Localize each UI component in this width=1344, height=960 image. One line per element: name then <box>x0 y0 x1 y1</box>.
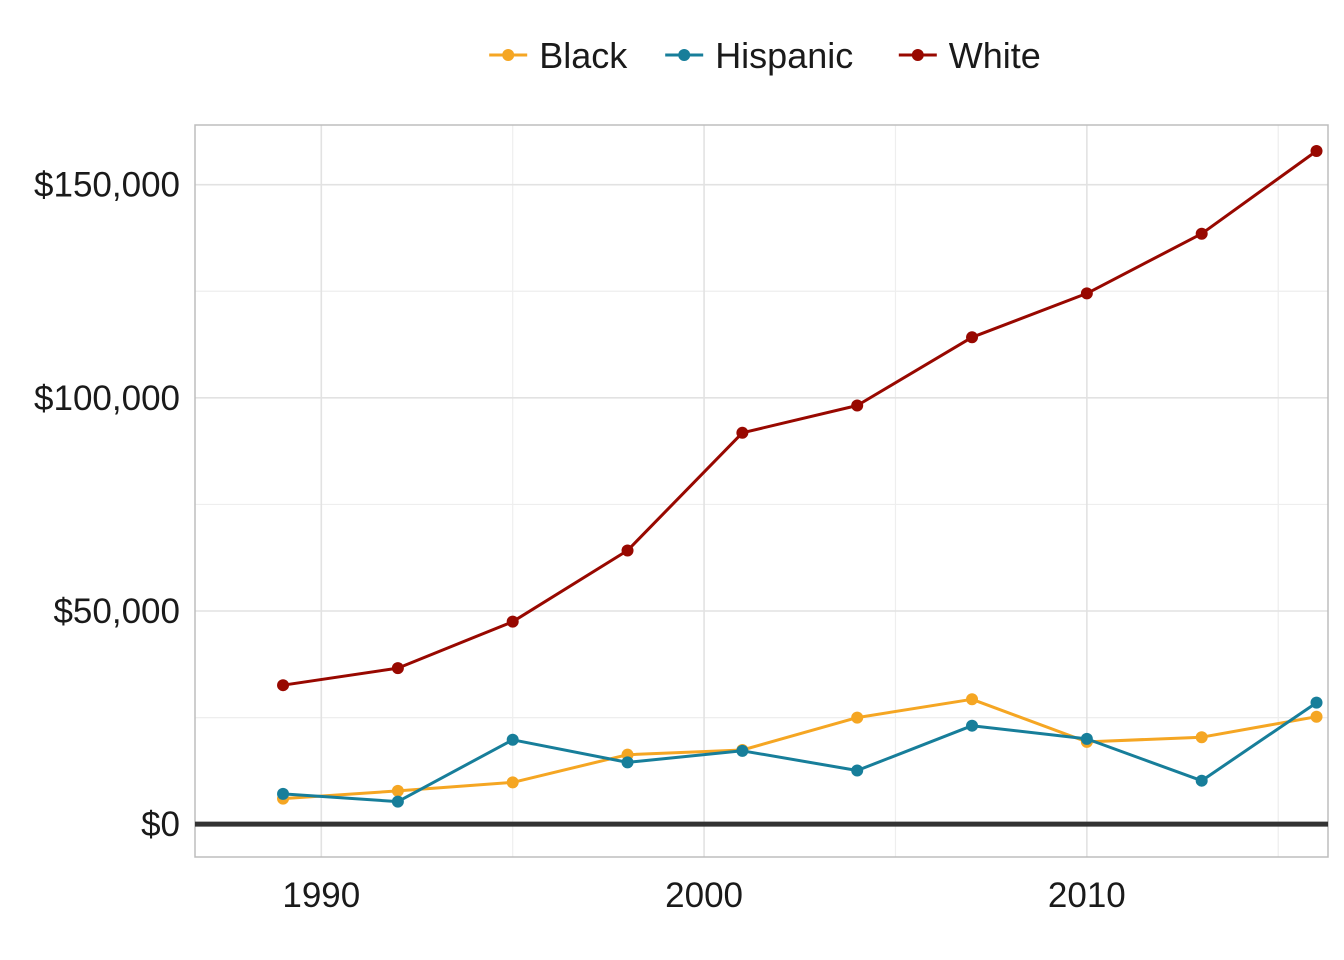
data-point-hispanic <box>1080 732 1093 745</box>
data-point-white <box>621 544 634 557</box>
data-point-hispanic <box>736 744 749 757</box>
y-tick-label: $0 <box>141 805 180 844</box>
series-line-hispanic <box>282 701 1318 804</box>
data-point-white <box>506 615 519 628</box>
data-point-black <box>851 711 864 724</box>
plot-panel-border <box>194 124 1329 858</box>
x-tick-label: 1990 <box>282 876 360 915</box>
series-line-white <box>282 149 1318 687</box>
data-point-hispanic <box>621 756 634 769</box>
data-point-black <box>1195 731 1208 744</box>
legend-label-white: White <box>949 35 1041 76</box>
y-axis: $0 $50,000 $100,000 $150,000 <box>34 166 180 844</box>
x-axis: 1990 2000 2010 <box>282 876 1125 915</box>
data-point-white <box>736 426 749 439</box>
data-point-black <box>966 693 979 706</box>
data-point-white <box>1080 287 1093 300</box>
data-point-hispanic <box>277 787 290 800</box>
data-point-hispanic <box>1195 774 1208 787</box>
series-layer <box>277 145 1323 808</box>
legend: Black Hispanic White <box>489 35 1041 76</box>
legend-key-point-white <box>911 49 924 61</box>
data-point-hispanic <box>851 764 864 777</box>
legend-label-hispanic: Hispanic <box>715 35 853 76</box>
legend-key-point-black <box>502 49 515 61</box>
grid <box>195 125 1328 857</box>
data-point-white <box>1195 227 1208 240</box>
data-point-hispanic <box>391 795 404 808</box>
x-tick-label: 2000 <box>665 876 743 915</box>
data-point-hispanic <box>966 719 979 732</box>
y-tick-label: $150,000 <box>34 166 180 205</box>
data-point-black <box>1310 710 1323 723</box>
series-line-black <box>282 697 1317 801</box>
data-point-hispanic <box>1310 696 1323 709</box>
legend-key-point-hispanic <box>678 49 691 61</box>
data-point-white <box>966 331 979 344</box>
data-point-hispanic <box>506 733 519 746</box>
data-point-black <box>506 776 519 789</box>
data-point-white <box>851 399 864 412</box>
data-point-white <box>1310 145 1323 158</box>
legend-label-black: Black <box>539 35 628 76</box>
data-point-white <box>277 679 290 692</box>
y-tick-label: $50,000 <box>53 592 180 631</box>
y-tick-label: $100,000 <box>34 379 180 418</box>
x-tick-label: 2010 <box>1048 876 1126 915</box>
data-point-white <box>391 662 404 675</box>
data-point-black <box>391 784 404 797</box>
